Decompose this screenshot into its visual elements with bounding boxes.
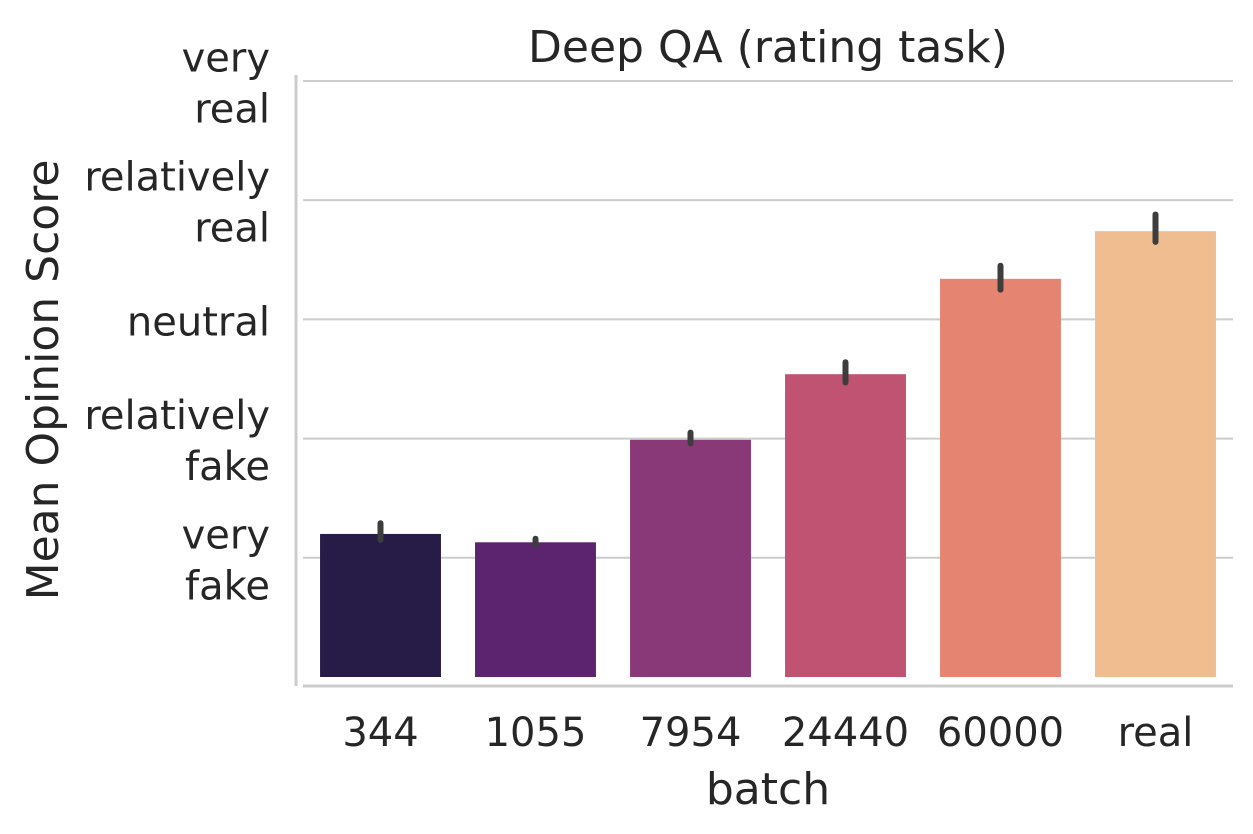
x-axis-label: batch xyxy=(706,764,830,815)
x-tick-label: 60000 xyxy=(937,710,1064,756)
y-tick-label: relatively real xyxy=(84,155,270,252)
x-tick-label: real xyxy=(1118,710,1194,756)
bar-7954 xyxy=(630,439,751,677)
y-tick-label: relatively fake xyxy=(84,393,270,490)
y-tick-label-line: fake xyxy=(185,563,270,609)
y-tick-label-line: very xyxy=(182,35,270,81)
x-tick-label: 24440 xyxy=(782,710,909,756)
y-tick-label-line: real xyxy=(194,206,270,252)
y-tick-label-line: very xyxy=(182,512,270,558)
x-tick-labels: 344 1055 7954 24440 60000 real xyxy=(342,710,1193,756)
chart-title: Deep QA (rating task) xyxy=(528,22,1008,73)
x-tick-label: 344 xyxy=(342,710,418,756)
bar-1055 xyxy=(475,542,596,677)
bar-344 xyxy=(320,533,441,677)
y-tick-label: very real xyxy=(182,35,270,132)
y-tick-label-line: real xyxy=(194,86,270,132)
y-axis-label: Mean Opinion Score xyxy=(18,160,69,601)
bar-24440 xyxy=(785,374,906,677)
y-tick-label: very fake xyxy=(182,512,270,609)
gridlines xyxy=(303,79,1233,559)
y-tick-label-line: relatively xyxy=(84,155,270,201)
x-tick-label: 1055 xyxy=(485,710,587,756)
y-tick-label-line: fake xyxy=(185,444,270,490)
error-bars xyxy=(377,211,1159,548)
bar-60000 xyxy=(940,278,1061,677)
y-tick-label: neutral xyxy=(127,299,270,345)
y-tick-label-line: neutral xyxy=(127,299,270,345)
y-tick-label-line: relatively xyxy=(84,393,270,439)
bars xyxy=(320,231,1216,678)
bar-real xyxy=(1095,231,1216,678)
x-tick-label: 7954 xyxy=(640,710,742,756)
